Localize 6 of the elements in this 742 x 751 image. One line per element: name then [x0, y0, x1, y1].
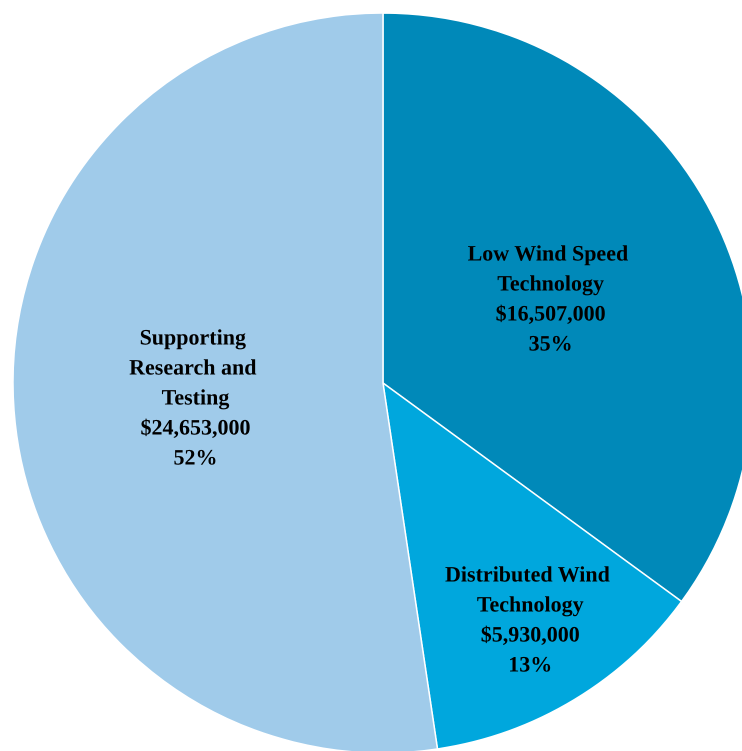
- data-label: $5,930,000 13%: [480, 621, 580, 676]
- slice-label: Supporting Research and Testing: [129, 324, 262, 410]
- slice-label: Low Wind Speed Technology: [468, 240, 634, 296]
- slice-label: Distributed Wind Technology: [445, 561, 616, 616]
- data-label: $16,507,000 35%: [496, 300, 606, 356]
- data-label: $24,653,000 52%: [140, 414, 251, 470]
